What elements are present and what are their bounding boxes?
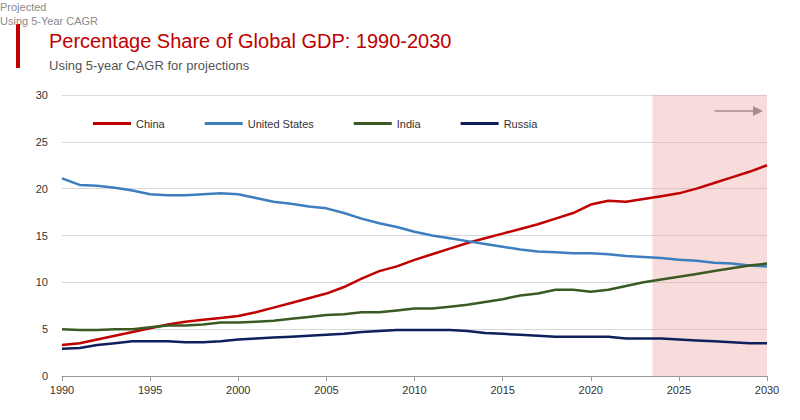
- svg-text:Russia: Russia: [504, 118, 539, 130]
- svg-text:25: 25: [36, 136, 48, 148]
- svg-text:2030: 2030: [755, 384, 779, 396]
- svg-text:Using 5-year CAGR for projecti: Using 5-year CAGR for projections: [49, 58, 250, 73]
- svg-text:30: 30: [36, 89, 48, 101]
- svg-text:2015: 2015: [490, 384, 514, 396]
- svg-text:2025: 2025: [667, 384, 691, 396]
- svg-text:Projected: Projected: [0, 1, 46, 13]
- svg-text:Percentage Share of Global GDP: Percentage Share of Global GDP: 1990-203…: [49, 30, 451, 52]
- svg-text:2010: 2010: [402, 384, 426, 396]
- svg-text:United States: United States: [248, 118, 315, 130]
- svg-text:5: 5: [42, 323, 48, 335]
- svg-text:2005: 2005: [314, 384, 338, 396]
- svg-text:10: 10: [36, 276, 48, 288]
- svg-text:2020: 2020: [579, 384, 603, 396]
- svg-text:Using 5-Year CAGR: Using 5-Year CAGR: [0, 15, 98, 27]
- svg-text:1990: 1990: [50, 384, 74, 396]
- svg-text:0: 0: [42, 370, 48, 382]
- svg-text:2000: 2000: [226, 384, 250, 396]
- svg-text:China: China: [136, 118, 166, 130]
- svg-text:20: 20: [36, 183, 48, 195]
- svg-text:15: 15: [36, 230, 48, 242]
- svg-text:India: India: [397, 118, 422, 130]
- svg-text:1995: 1995: [138, 384, 162, 396]
